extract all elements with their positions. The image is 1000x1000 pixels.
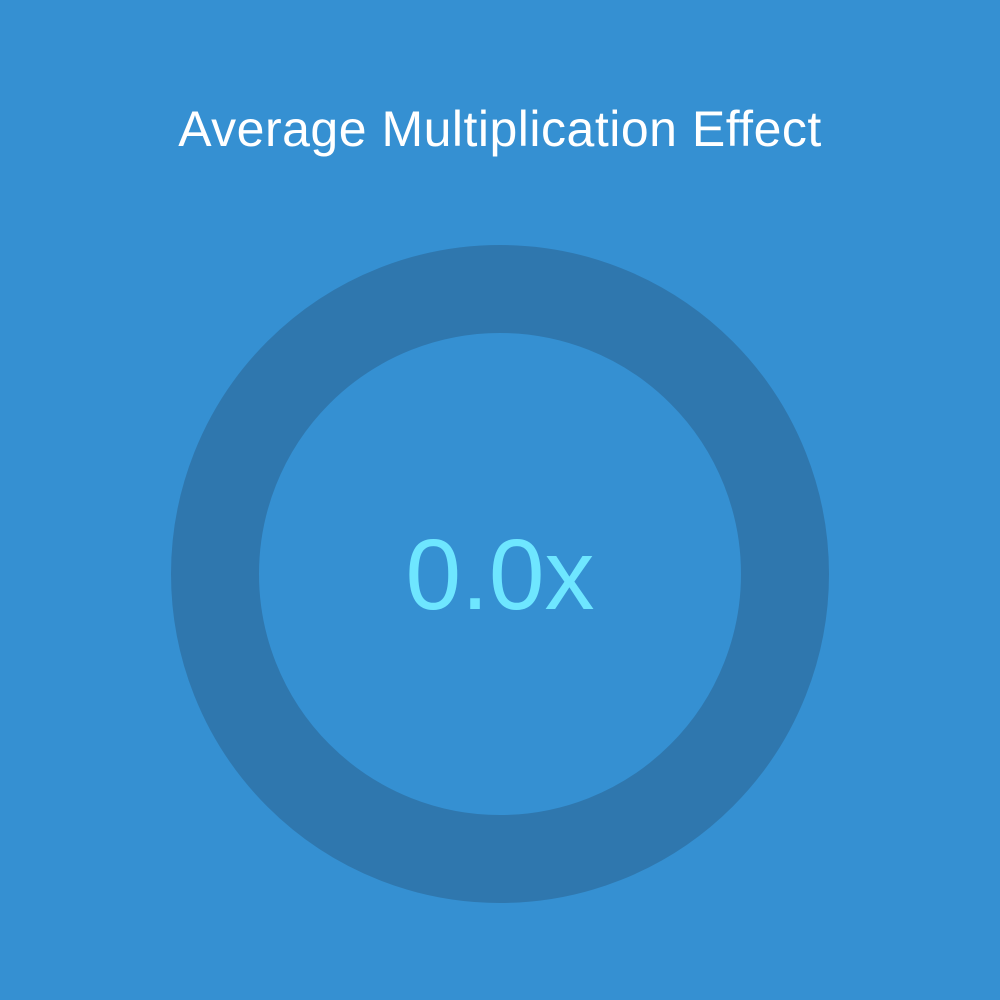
gauge-value-label: 0.0x xyxy=(405,519,595,631)
gauge-track xyxy=(171,245,829,903)
chart-title: Average Multiplication Effect xyxy=(178,101,822,157)
